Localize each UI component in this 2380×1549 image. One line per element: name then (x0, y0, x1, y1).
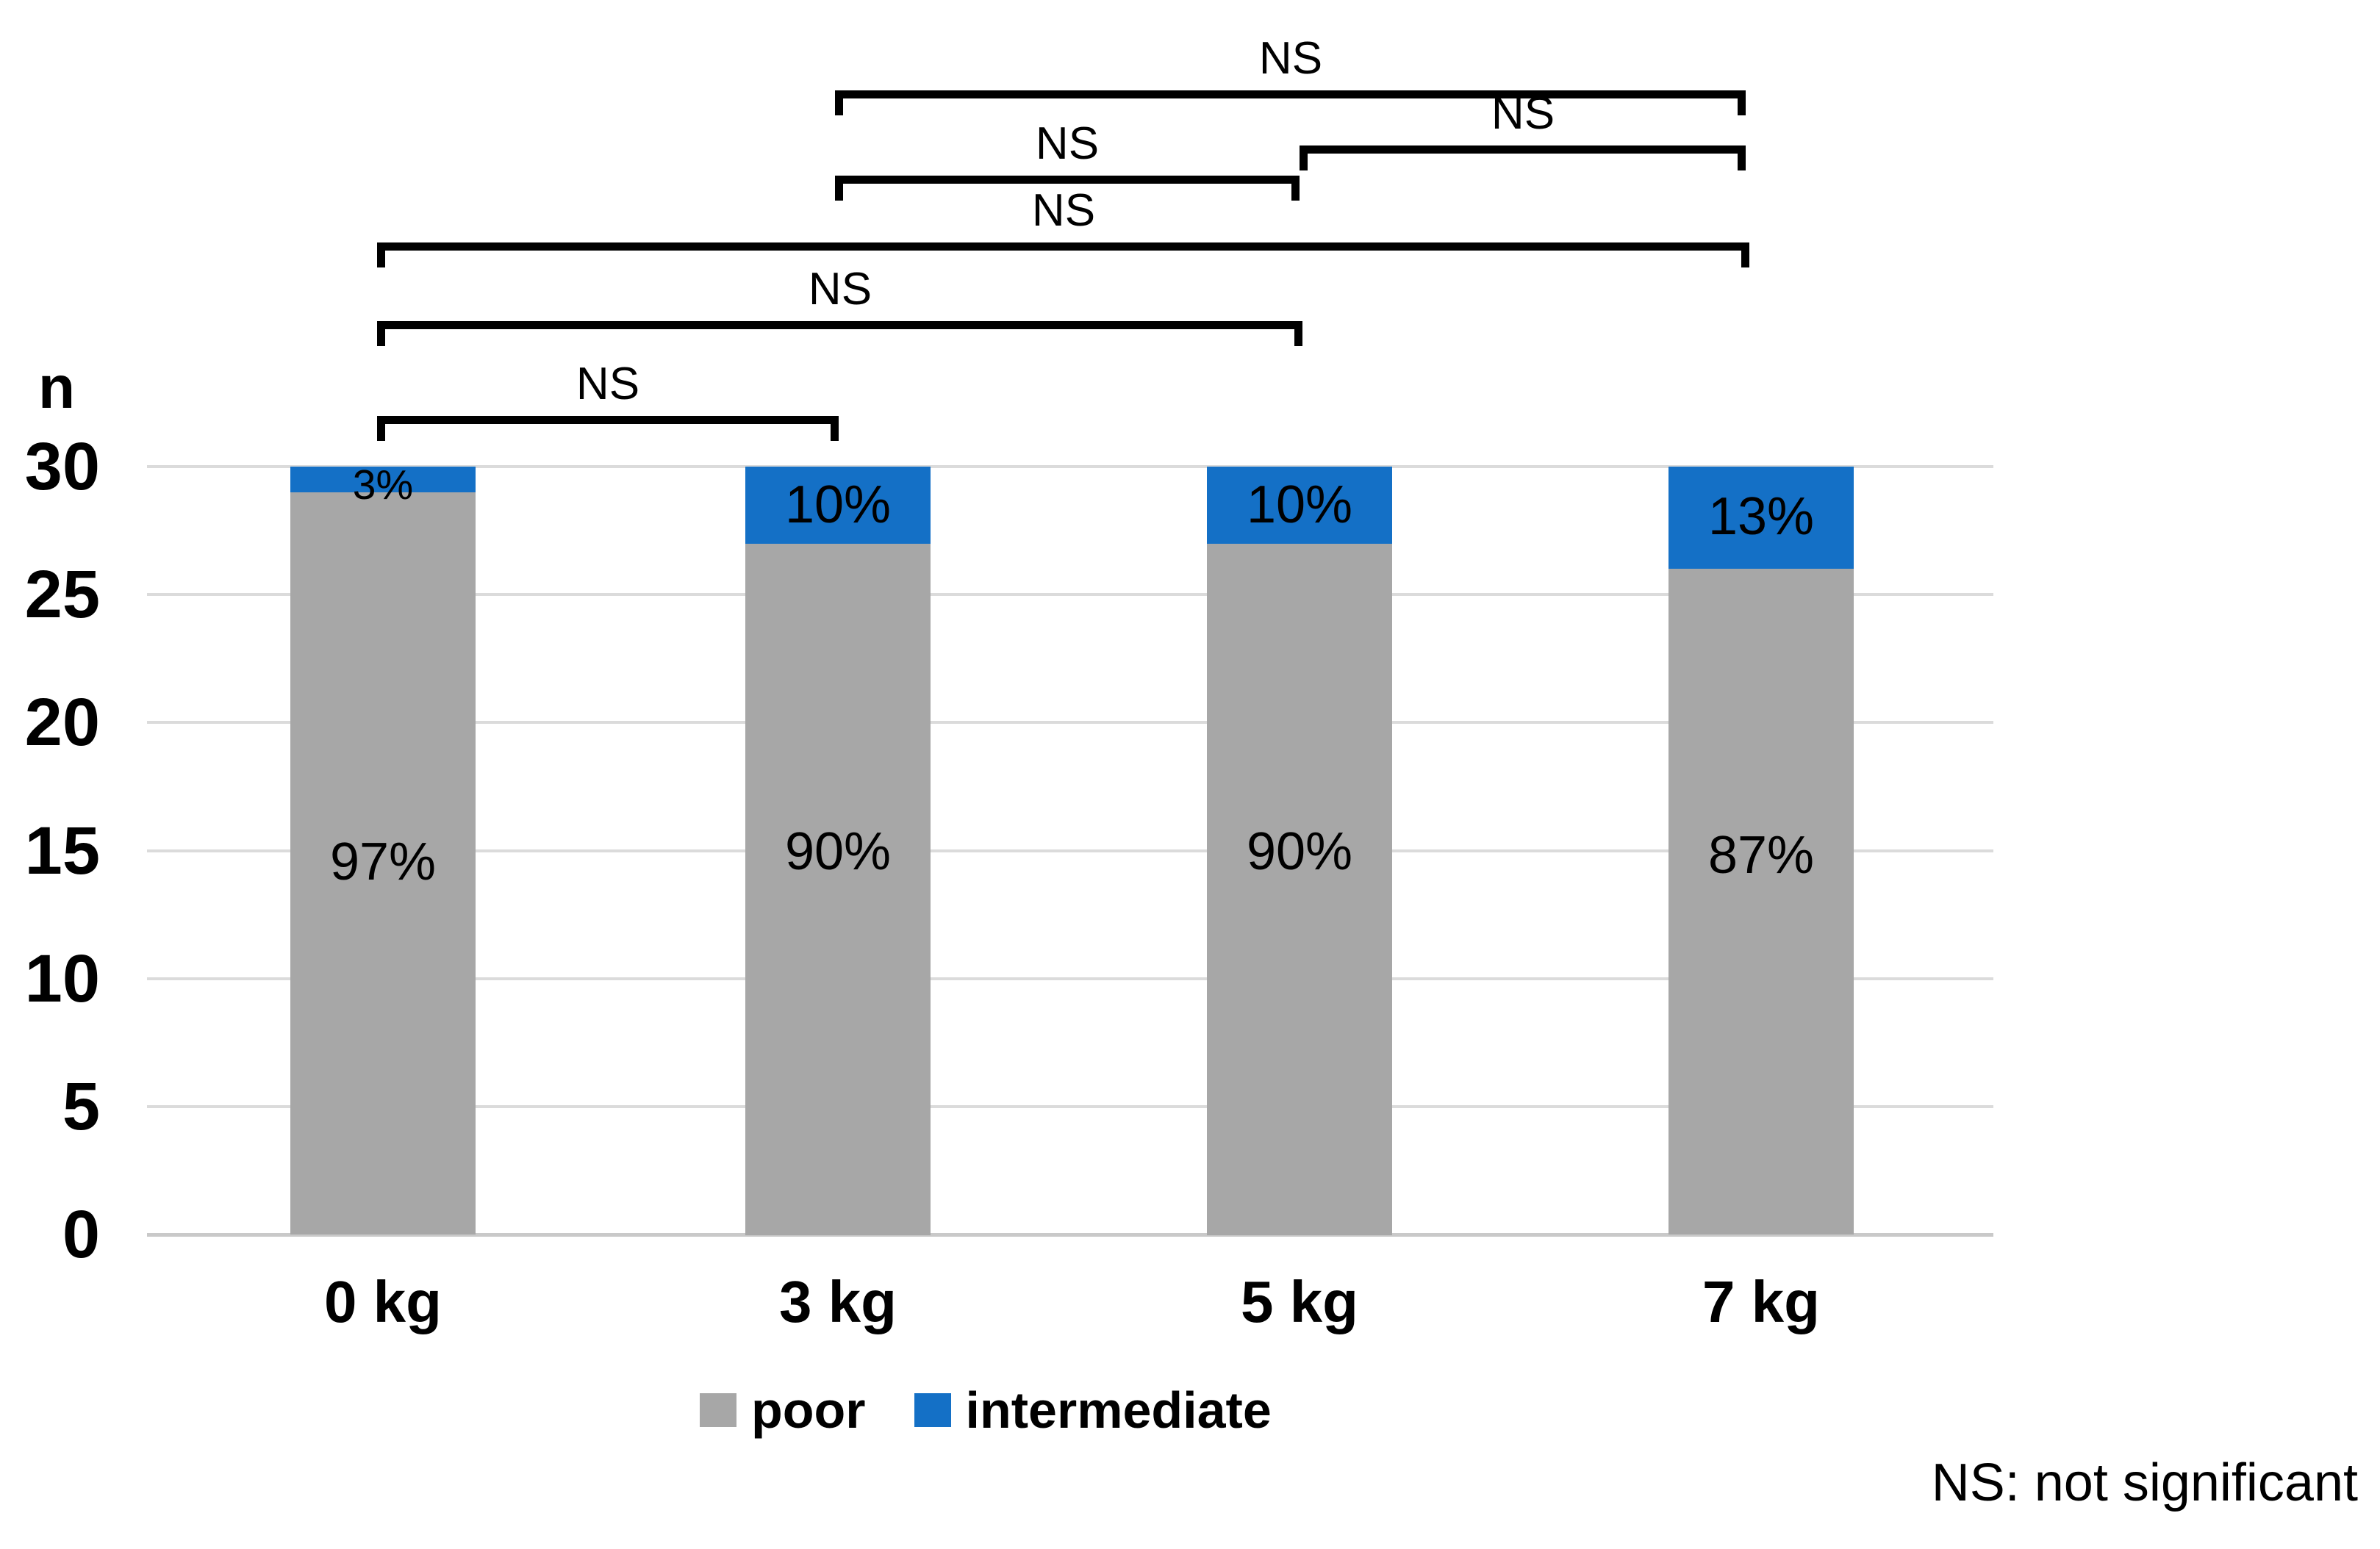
percent-label-poor-0kg: 97% (329, 833, 437, 891)
significance-bracket-0kg-3kg (377, 416, 839, 441)
bar-segment-poor-5kg (1207, 544, 1392, 1235)
x-tick-label-3kg: 3 kg (778, 1269, 897, 1334)
legend-swatch-intermediate (914, 1393, 951, 1427)
significance-bracket-0kg-5kg (377, 321, 1302, 346)
percent-label-intermediate-3kg: 10% (784, 475, 892, 534)
bar-segment-intermediate-3kg (745, 467, 931, 544)
y-tick-label: 15 (24, 813, 100, 888)
ns-label-0kg-5kg: NS (808, 264, 872, 315)
percent-label-intermediate-5kg: 10% (1246, 475, 1353, 534)
y-tick-label: 5 (62, 1069, 100, 1144)
ns-label-0kg-7kg: NS (1031, 185, 1096, 236)
gridline (147, 849, 1993, 852)
legend-label-poor: poor (751, 1381, 866, 1439)
percent-label-poor-3kg: 90% (784, 822, 892, 881)
y-tick-label: 25 (24, 557, 100, 632)
ns-label-0kg-3kg: NS (576, 359, 640, 409)
legend-item-intermediate: intermediate (914, 1384, 1272, 1436)
significance-bracket-0kg-7kg (377, 242, 1749, 267)
bar-segment-poor-0kg (290, 492, 476, 1234)
legend-label-intermediate: intermediate (965, 1381, 1272, 1439)
significance-bracket-3kg-5kg (835, 176, 1300, 201)
ns-label-3kg-7kg: NS (1258, 33, 1323, 84)
legend-swatch-poor (700, 1393, 736, 1427)
y-tick-label: 30 (24, 429, 100, 504)
gridline (147, 465, 1993, 468)
legend: poor intermediate (700, 1384, 1272, 1436)
y-tick-label: 0 (62, 1197, 100, 1272)
bar-segment-intermediate-5kg (1207, 467, 1392, 544)
x-tick-label-0kg: 0 kg (323, 1269, 442, 1334)
percent-label-intermediate-0kg: 3% (352, 461, 414, 508)
y-tick-label: 10 (24, 941, 100, 1016)
significance-bracket-3kg-7kg (835, 90, 1746, 115)
x-tick-label-7kg: 7 kg (1702, 1269, 1821, 1334)
significance-bracket-5kg-7kg (1300, 145, 1746, 170)
ns-label-5kg-7kg: NS (1491, 88, 1555, 139)
footnote: NS: not significant (1931, 1453, 2358, 1512)
percent-label-poor-5kg: 90% (1246, 822, 1353, 881)
gridline (147, 721, 1993, 724)
y-tick-label: 20 (24, 685, 100, 760)
ns-label-3kg-5kg: NS (1035, 118, 1100, 169)
y-axis-title: n (38, 354, 76, 421)
percent-label-intermediate-7kg: 13% (1707, 487, 1815, 546)
percent-label-poor-7kg: 87% (1707, 826, 1815, 885)
gridline (147, 1105, 1993, 1108)
bar-segment-poor-7kg (1668, 569, 1854, 1234)
bar-segment-poor-3kg (745, 544, 931, 1235)
bar-segment-intermediate-0kg (290, 467, 476, 492)
x-tick-label-5kg: 5 kg (1240, 1269, 1359, 1334)
gridline (147, 977, 1993, 980)
legend-item-poor: poor (700, 1384, 866, 1436)
gridline (147, 593, 1993, 596)
x-axis-baseline (147, 1233, 1993, 1237)
bar-segment-intermediate-7kg (1668, 467, 1854, 569)
